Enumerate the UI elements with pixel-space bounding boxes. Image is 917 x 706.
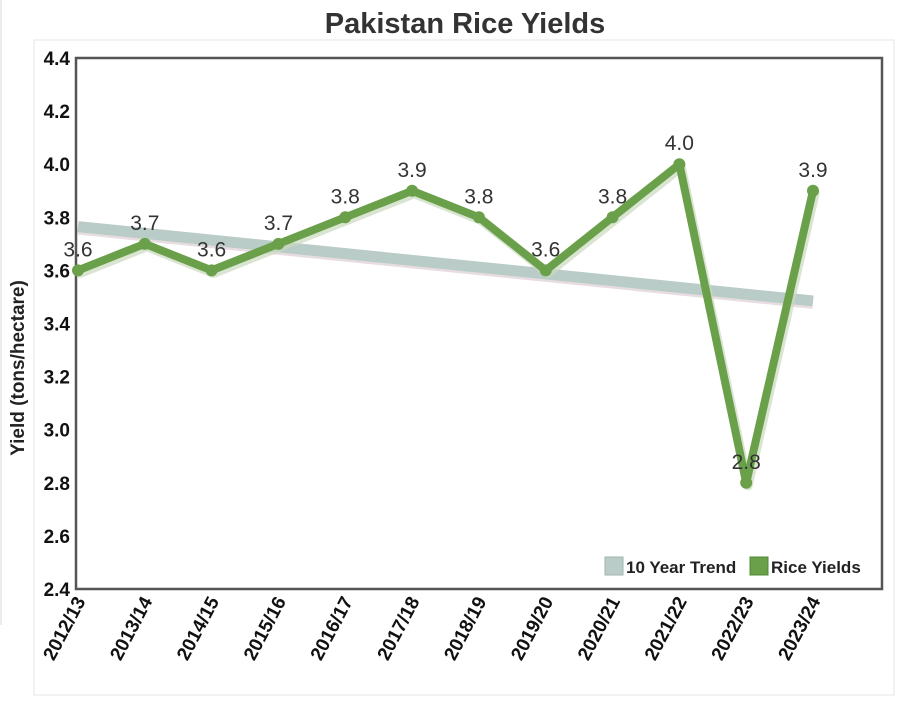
rice-point	[539, 264, 552, 277]
rice-point	[72, 264, 84, 277]
x-tick-label: 2017/18	[374, 593, 425, 664]
y-tick-label: 4.4	[44, 49, 71, 70]
trend-series	[77, 221, 814, 309]
legend: 10 Year Trend Rice Yields	[604, 556, 861, 577]
data-label: 2.8	[732, 451, 761, 474]
plot-area	[74, 56, 884, 591]
data-label: 3.6	[531, 238, 560, 261]
rice-point	[740, 476, 753, 489]
x-tick-label: 2022/23	[708, 593, 759, 664]
x-tick-label: 2014/15	[173, 593, 224, 664]
y-tick-label: 3.0	[44, 421, 70, 442]
y-tick-label: 2.8	[44, 474, 70, 495]
x-tick-label: 2023/24	[775, 593, 826, 664]
rice-line	[74, 160, 817, 487]
data-label: 3.9	[397, 159, 426, 182]
y-tick-label: 3.6	[44, 261, 70, 282]
rice-point	[339, 211, 352, 224]
rice-point	[673, 158, 686, 171]
rice-point	[138, 237, 151, 250]
x-tick-label: 2018/19	[441, 593, 492, 664]
data-label: 3.7	[130, 212, 159, 235]
legend-swatch-trend	[604, 556, 624, 576]
y-tick-label: 2.4	[44, 580, 71, 601]
y-tick-label: 4.0	[44, 155, 70, 176]
x-axis-ticks: 2012/13 2013/14 2014/15 2015/16 2016/17 2017/…	[40, 593, 826, 664]
chart-title: Pakistan Rice Yields	[324, 8, 606, 40]
rice-yield-series	[72, 158, 820, 491]
data-label: 3.7	[264, 212, 293, 235]
trend-line	[77, 221, 814, 307]
data-label: 3.8	[331, 185, 360, 208]
chart-panel-border	[33, 39, 895, 696]
legend-swatch-rice	[749, 556, 769, 576]
data-label: 3.9	[798, 159, 827, 182]
legend-label-rice: Rice Yields	[771, 558, 861, 577]
y-tick-label: 3.2	[44, 368, 70, 389]
data-label: 3.6	[63, 238, 92, 261]
y-tick-label: 3.8	[44, 208, 70, 229]
rice-point	[272, 237, 285, 250]
x-tick-label: 2020/21	[574, 593, 625, 664]
y-axis-label: Yield (tons/hectare)	[8, 280, 29, 456]
x-tick-label: 2015/16	[240, 593, 291, 664]
y-tick-label: 2.6	[44, 527, 70, 548]
rice-point	[472, 211, 485, 224]
data-labels: 3.6 3.7 3.6 3.7 3.8 3.9 3.8 3.6 3.8 4.0 2.8 3.9	[63, 132, 827, 474]
y-tick-label: 4.2	[44, 102, 70, 123]
data-label: 3.8	[464, 185, 493, 208]
x-tick-label: 2013/14	[106, 593, 157, 664]
x-tick-label: 2012/13	[40, 593, 91, 664]
data-label: 4.0	[665, 132, 694, 155]
x-tick-label: 2016/17	[307, 593, 358, 664]
rice-point	[807, 184, 819, 197]
rice-point	[406, 184, 419, 197]
y-axis-ticks: 2.4 2.6 2.8 3.0 3.2 3.4 3.6 3.8 4.0 4.2 4.4	[44, 49, 71, 601]
rice-point	[205, 264, 218, 277]
y-tick-label: 3.4	[44, 315, 71, 336]
data-label: 3.6	[197, 238, 226, 261]
data-label: 3.8	[598, 185, 627, 208]
x-tick-label: 2019/20	[507, 593, 558, 664]
legend-label-trend: 10 Year Trend	[626, 558, 736, 577]
x-tick-label: 2021/22	[641, 593, 692, 664]
rice-point	[606, 211, 619, 224]
